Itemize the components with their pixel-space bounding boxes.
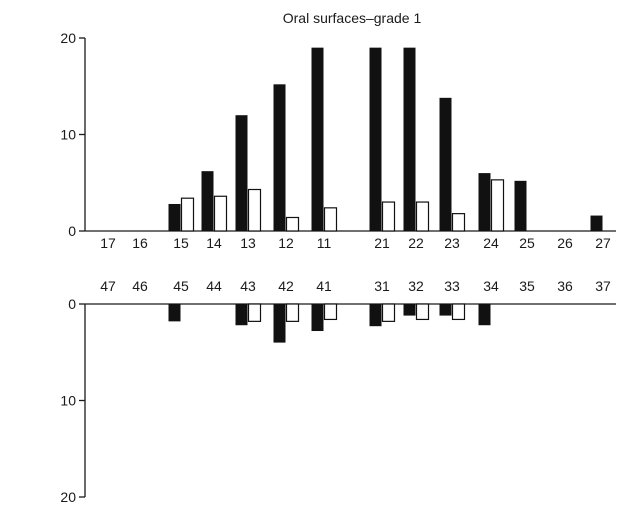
lower-category-label-42: 42: [278, 278, 294, 294]
lower-bar-45-series1: [168, 304, 181, 322]
lower-category-label-32: 32: [408, 278, 424, 294]
lower-y-tick-label-0: 0: [68, 296, 76, 312]
lower-category-label-46: 46: [132, 278, 148, 294]
lower-category-label-45: 45: [173, 278, 189, 294]
upper-bar-13-series2: [247, 188, 262, 232]
upper-bar-21-series2: [381, 201, 396, 232]
upper-category-label-13: 13: [240, 235, 256, 251]
lower-category-label-36: 36: [557, 278, 573, 294]
lower-category-label-44: 44: [206, 278, 222, 294]
upper-bar-24-series2: [490, 179, 505, 232]
upper-bar-13-series1: [235, 115, 248, 231]
upper-category-label-27: 27: [595, 235, 611, 251]
lower-bar-34-series1: [478, 304, 491, 326]
upper-category-label-26: 26: [557, 235, 573, 251]
upper-y-tick-label-20: 20: [60, 30, 76, 46]
chart-title: Oral surfaces–grade 1: [283, 10, 422, 26]
upper-bar-21-series1: [369, 47, 382, 232]
lower-category-label-34: 34: [483, 278, 499, 294]
upper-category-labels: 17 16 15 14 13 12 11 21 22 23 24 25 26 27: [100, 235, 611, 251]
upper-bar-12-series1: [273, 84, 286, 231]
upper-bars: [168, 47, 603, 232]
lower-bar-43-series2: [247, 303, 262, 322]
lower-category-label-47: 47: [100, 278, 116, 294]
lower-bar-31-series1: [369, 304, 382, 327]
lower-bar-41-series2: [323, 303, 338, 321]
upper-category-label-14: 14: [206, 235, 222, 251]
upper-bar-23-series2: [451, 213, 466, 232]
lower-bar-32-series1: [403, 304, 416, 316]
upper-bar-14-series2: [213, 195, 228, 232]
upper-bar-27-series1: [590, 215, 603, 231]
upper-bar-14-series1: [201, 171, 214, 231]
upper-bar-22-series1: [403, 47, 416, 232]
lower-bar-33-series2: [451, 303, 466, 321]
upper-bar-11-series1: [311, 47, 324, 232]
upper-category-label-21: 21: [374, 235, 390, 251]
lower-bar-41-series1: [311, 304, 324, 332]
upper-category-label-23: 23: [444, 235, 460, 251]
lower-category-label-37: 37: [595, 278, 611, 294]
upper-bar-24-series1: [478, 173, 491, 231]
upper-category-label-11: 11: [317, 235, 332, 251]
lower-y-axis: 0 10 20: [60, 296, 616, 505]
lower-category-label-43: 43: [240, 278, 256, 294]
upper-y-axis: 0 10 20: [60, 30, 616, 239]
lower-bar-32-series2: [415, 303, 430, 321]
upper-bar-11-series2: [323, 207, 338, 232]
lower-bar-43-series1: [235, 304, 248, 326]
upper-category-label-25: 25: [519, 235, 535, 251]
lower-y-tick-label-20: 20: [60, 489, 76, 505]
upper-bar-23-series1: [439, 97, 452, 231]
lower-category-labels: 47 46 45 44 43 42 41 31 32 33 34 35 36 37: [100, 278, 611, 294]
lower-category-label-33: 33: [444, 278, 460, 294]
upper-category-label-24: 24: [483, 235, 499, 251]
lower-y-tick-label-10: 10: [60, 393, 76, 409]
upper-bar-22-series2: [415, 201, 430, 232]
lower-category-label-31: 31: [374, 278, 390, 294]
upper-y-tick-label-0: 0: [68, 223, 76, 239]
lower-bar-31-series2: [381, 303, 396, 322]
lower-bar-42-series1: [273, 304, 286, 343]
upper-category-label-22: 22: [408, 235, 424, 251]
upper-category-label-16: 16: [132, 235, 148, 251]
upper-bar-15-series2: [180, 197, 195, 232]
upper-bar-25-series1: [514, 180, 527, 231]
upper-y-tick-label-10: 10: [60, 127, 76, 143]
upper-category-label-17: 17: [100, 235, 116, 251]
upper-category-label-12: 12: [278, 235, 294, 251]
lower-bars: [168, 303, 491, 343]
upper-category-label-15: 15: [173, 235, 189, 251]
lower-category-label-41: 41: [316, 278, 332, 294]
upper-bar-12-series2: [285, 216, 300, 232]
lower-bar-42-series2: [285, 303, 300, 322]
upper-bar-15-series1: [168, 203, 181, 231]
lower-bar-33-series1: [439, 304, 452, 316]
lower-category-label-35: 35: [519, 278, 535, 294]
